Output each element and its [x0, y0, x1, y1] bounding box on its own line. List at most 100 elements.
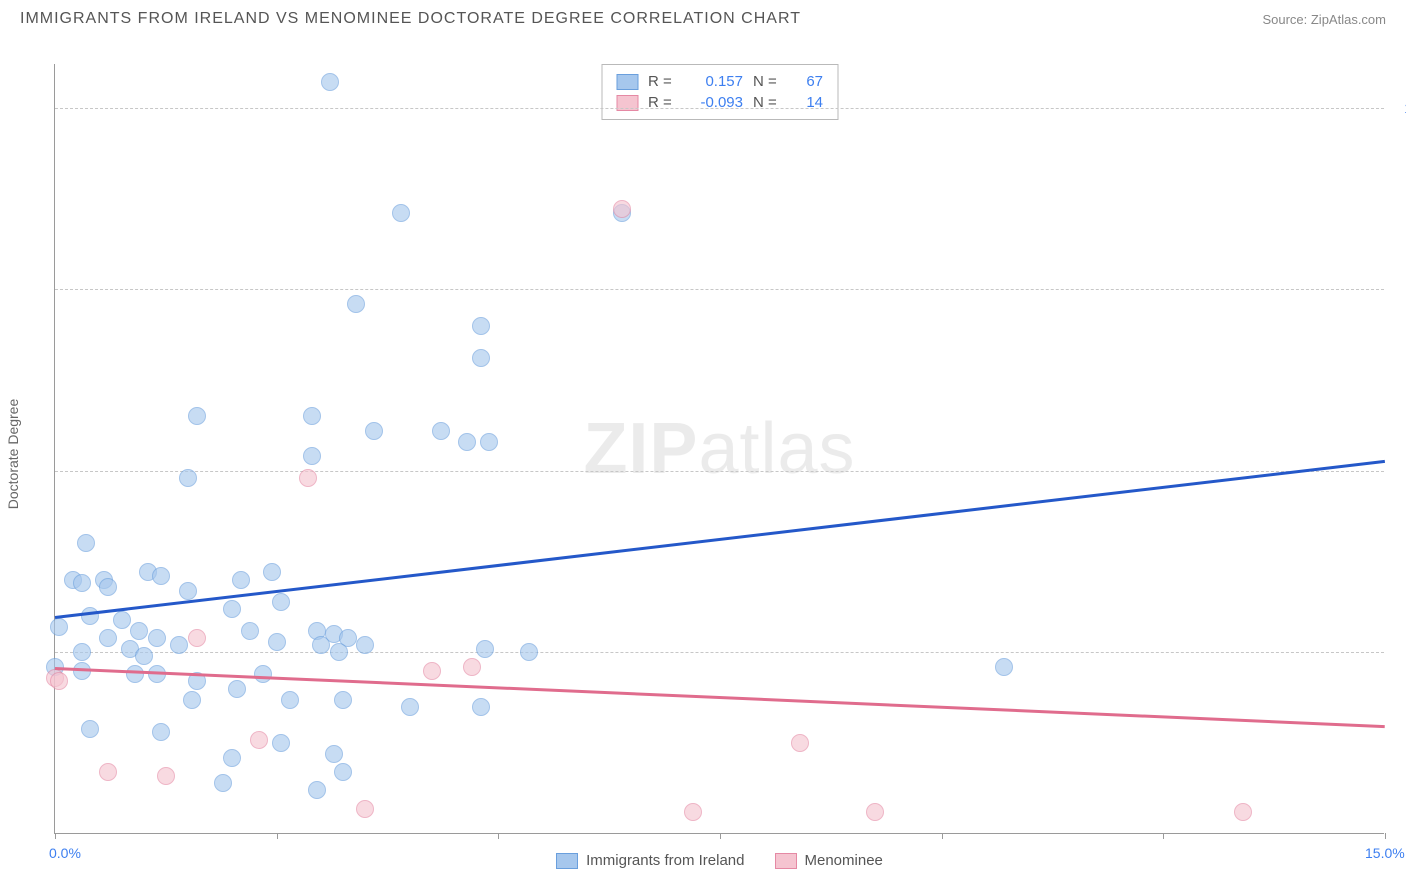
- data-point: [281, 691, 299, 709]
- data-point: [472, 349, 490, 367]
- data-point: [250, 731, 268, 749]
- data-point: [73, 574, 91, 592]
- data-point: [325, 745, 343, 763]
- data-point: [432, 422, 450, 440]
- legend-item: Menominee: [775, 852, 883, 869]
- data-point: [1234, 803, 1252, 821]
- data-point: [866, 803, 884, 821]
- data-point: [613, 200, 631, 218]
- legend-swatch: [616, 74, 638, 90]
- x-tick: [720, 833, 721, 839]
- data-point: [312, 636, 330, 654]
- data-point: [272, 593, 290, 611]
- data-point: [472, 317, 490, 335]
- gridline: [55, 108, 1384, 109]
- trend-line: [55, 667, 1385, 728]
- gridline: [55, 289, 1384, 290]
- data-point: [330, 643, 348, 661]
- data-point: [152, 567, 170, 585]
- data-point: [232, 571, 250, 589]
- legend-r-label: R =: [648, 73, 678, 90]
- data-point: [347, 295, 365, 313]
- legend-row: R =0.157N =67: [616, 71, 823, 92]
- data-point: [995, 658, 1013, 676]
- legend-swatch: [556, 853, 578, 869]
- data-point: [423, 662, 441, 680]
- data-point: [228, 680, 246, 698]
- chart-title: IMMIGRANTS FROM IRELAND VS MENOMINEE DOC…: [20, 10, 801, 28]
- x-tick-label: 15.0%: [1365, 845, 1405, 861]
- y-tick-label: 7.5%: [1389, 281, 1406, 297]
- y-tick-label: 5.0%: [1389, 463, 1406, 479]
- data-point: [684, 803, 702, 821]
- y-axis-label: Doctorate Degree: [5, 399, 21, 510]
- data-point: [152, 723, 170, 741]
- data-point: [170, 636, 188, 654]
- data-point: [263, 563, 281, 581]
- data-point: [254, 665, 272, 683]
- data-point: [303, 447, 321, 465]
- data-point: [214, 774, 232, 792]
- data-point: [188, 629, 206, 647]
- legend-n-label: N =: [753, 73, 783, 90]
- source-credit: Source: ZipAtlas.com: [1262, 12, 1386, 27]
- data-point: [392, 204, 410, 222]
- data-point: [50, 672, 68, 690]
- legend-label: Menominee: [805, 852, 883, 869]
- data-point: [126, 665, 144, 683]
- x-tick: [942, 833, 943, 839]
- data-point: [480, 433, 498, 451]
- data-point: [99, 763, 117, 781]
- legend-swatch: [775, 853, 797, 869]
- y-tick-label: 10.0%: [1389, 100, 1406, 116]
- data-point: [183, 691, 201, 709]
- data-point: [223, 749, 241, 767]
- trend-line: [55, 460, 1385, 619]
- data-point: [458, 433, 476, 451]
- data-point: [81, 607, 99, 625]
- data-point: [135, 647, 153, 665]
- data-point: [148, 629, 166, 647]
- data-point: [99, 578, 117, 596]
- data-point: [272, 734, 290, 752]
- watermark: ZIPatlas: [583, 408, 855, 490]
- data-point: [791, 734, 809, 752]
- x-tick: [277, 833, 278, 839]
- data-point: [356, 800, 374, 818]
- legend-r-value: 0.157: [688, 73, 743, 90]
- data-point: [308, 781, 326, 799]
- data-point: [188, 407, 206, 425]
- legend-row: R =-0.093N =14: [616, 92, 823, 113]
- y-tick-label: 2.5%: [1389, 644, 1406, 660]
- x-tick: [498, 833, 499, 839]
- data-point: [334, 691, 352, 709]
- data-point: [268, 633, 286, 651]
- data-point: [179, 469, 197, 487]
- series-legend: Immigrants from Ireland Menominee: [55, 852, 1384, 869]
- data-point: [356, 636, 374, 654]
- scatter-chart: ZIPatlas R =0.157N =67R =-0.093N =14 Imm…: [54, 64, 1384, 834]
- legend-item: Immigrants from Ireland: [556, 852, 744, 869]
- data-point: [299, 469, 317, 487]
- data-point: [157, 767, 175, 785]
- data-point: [179, 582, 197, 600]
- x-tick: [55, 833, 56, 839]
- data-point: [50, 618, 68, 636]
- legend-label: Immigrants from Ireland: [586, 852, 744, 869]
- data-point: [334, 763, 352, 781]
- data-point: [113, 611, 131, 629]
- data-point: [463, 658, 481, 676]
- gridline: [55, 652, 1384, 653]
- data-point: [73, 643, 91, 661]
- x-tick: [1163, 833, 1164, 839]
- data-point: [81, 720, 99, 738]
- data-point: [77, 534, 95, 552]
- data-point: [472, 698, 490, 716]
- data-point: [476, 640, 494, 658]
- data-point: [321, 73, 339, 91]
- data-point: [520, 643, 538, 661]
- data-point: [241, 622, 259, 640]
- data-point: [223, 600, 241, 618]
- data-point: [130, 622, 148, 640]
- gridline: [55, 471, 1384, 472]
